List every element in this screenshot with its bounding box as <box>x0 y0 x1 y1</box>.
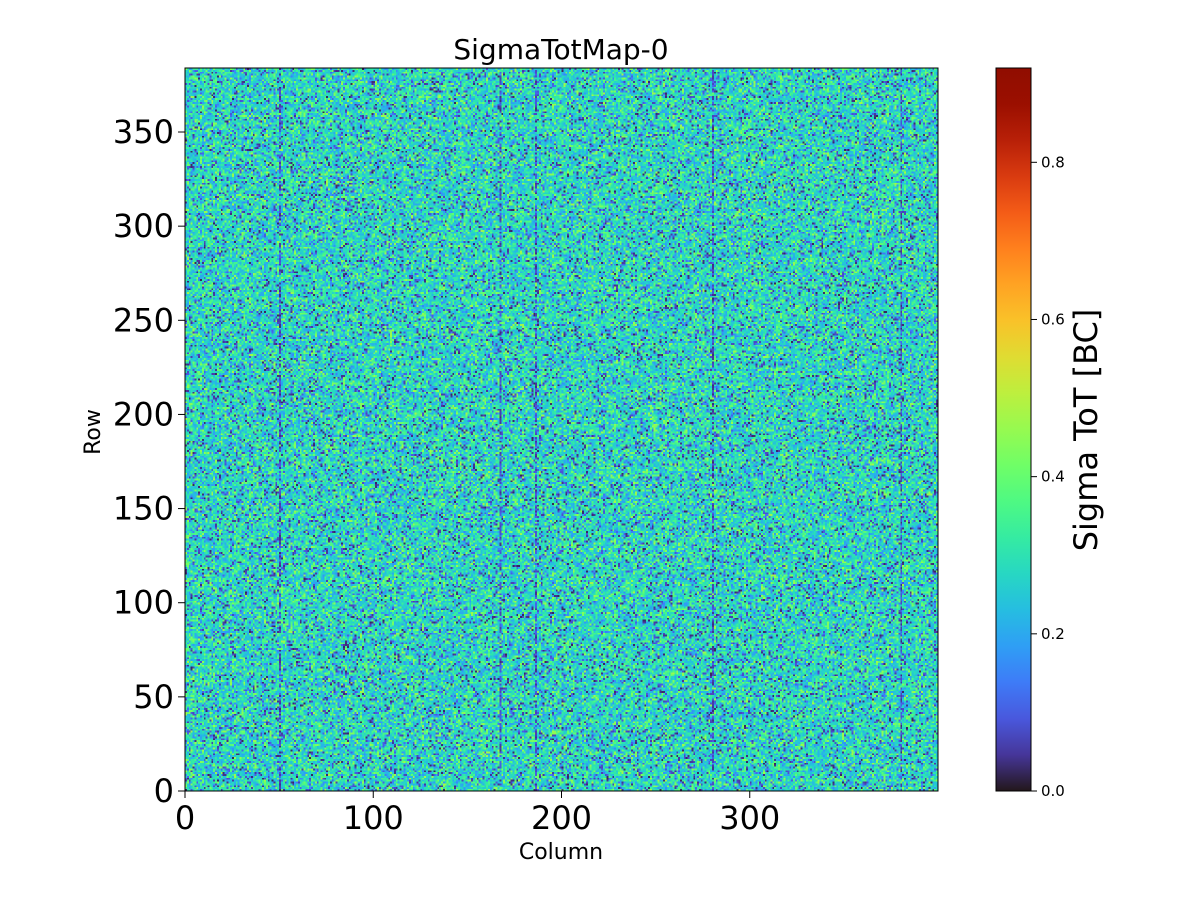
heatmap <box>184 67 939 792</box>
y-tick-label: 350 <box>113 113 174 151</box>
y-tick-label: 0 <box>154 772 174 810</box>
y-tick-label: 200 <box>113 395 174 433</box>
colorbar-tick-label: 0.8 <box>1041 153 1065 171</box>
y-tick-label: 300 <box>113 207 174 245</box>
y-axis-ticks: 0 50 100 150 200 250 300 350 <box>113 113 185 810</box>
chart-title: SigmaTotMap-0 <box>453 33 668 66</box>
colorbar-label: Sigma ToT [BC] <box>1067 309 1105 552</box>
y-tick-label: 150 <box>113 490 174 528</box>
y-tick-label: 100 <box>113 584 174 622</box>
colorbar-tick-label: 0.4 <box>1041 468 1065 486</box>
x-tick-label: 300 <box>719 799 780 837</box>
colorbar <box>995 67 1032 792</box>
y-tick-label: 250 <box>113 301 174 339</box>
y-tick-label: 50 <box>133 678 174 716</box>
colorbar-ticks: 0.0 0.2 0.4 0.6 0.8 <box>1031 153 1065 800</box>
x-tick-label: 0 <box>175 799 195 837</box>
x-tick-label: 100 <box>343 799 404 837</box>
colorbar-gradient <box>995 67 1032 792</box>
colorbar-tick-label: 0.6 <box>1041 310 1065 328</box>
x-tick-label: 200 <box>531 799 592 837</box>
colorbar-tick-label: 0.0 <box>1041 782 1065 800</box>
x-axis-ticks: 0 100 200 300 <box>175 791 780 837</box>
colorbar-tick-label: 0.2 <box>1041 625 1065 643</box>
x-axis-label: Column <box>519 840 603 865</box>
y-axis-label: Row <box>81 409 106 455</box>
